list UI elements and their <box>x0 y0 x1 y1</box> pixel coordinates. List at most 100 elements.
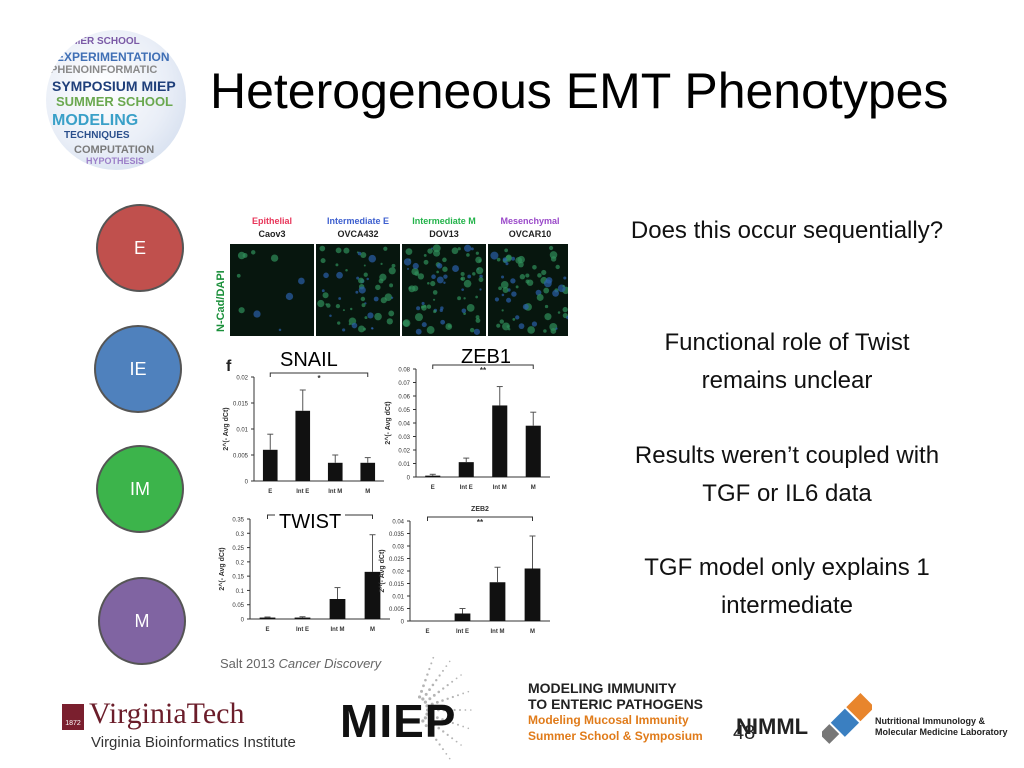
miep-dot <box>446 684 449 687</box>
microscopy-cell <box>496 257 501 262</box>
microscopy-cell <box>463 279 472 288</box>
microscopy-cell <box>512 317 516 321</box>
microscopy-cell <box>375 284 381 291</box>
microscopy-cell <box>511 256 516 261</box>
y-tick-label: 0.05 <box>398 408 410 414</box>
miep-dot <box>455 677 458 680</box>
microscopy-cell <box>320 258 326 264</box>
miep-dot <box>467 727 470 730</box>
microscopy-cell <box>427 248 433 254</box>
microscopy-cell <box>436 276 444 284</box>
x-tick-label: M <box>531 485 536 491</box>
microscopy-cell <box>342 328 346 332</box>
miep-dot <box>423 700 427 704</box>
bar <box>492 405 508 477</box>
miep-dot <box>426 708 430 712</box>
miep-dot <box>431 683 435 687</box>
microscopy-cell <box>544 313 552 321</box>
microscopy-cell <box>475 315 480 319</box>
globe-word: SUMMER SCHOOL <box>56 94 173 109</box>
bar <box>458 462 474 477</box>
microscopy-cell <box>475 251 479 255</box>
miep-dot <box>435 700 439 704</box>
microscopy-cell <box>321 289 325 293</box>
microscopy-cell <box>550 256 557 262</box>
microscopy-cell <box>355 290 359 294</box>
globe-word: TECHNIQUES <box>64 130 130 141</box>
miep-dot <box>446 733 449 736</box>
microscopy-cell <box>358 325 365 333</box>
microscopy-cell <box>543 329 547 333</box>
microscopy-cell <box>433 309 437 314</box>
y-tick-label: 0.015 <box>233 402 249 408</box>
microscopy-cell <box>515 256 523 264</box>
microscopy-cell <box>469 327 475 333</box>
twist-label: TWIST <box>275 511 346 534</box>
globe-word: MODELING <box>52 112 139 129</box>
miep-dots-icon <box>417 656 472 760</box>
microscopy-cell <box>461 288 465 292</box>
y-tick-label: 0.04 <box>398 422 410 428</box>
microscopy-cell <box>476 267 484 275</box>
x-tick-label: Int M <box>328 489 342 495</box>
microscopy-cell <box>502 257 507 262</box>
microscopy-cell <box>436 270 439 274</box>
microscopy-cell <box>423 259 429 265</box>
microscopy-cell <box>414 313 423 322</box>
x-tick-label: Int E <box>456 629 469 635</box>
microscopy-cell <box>457 247 461 251</box>
microscopy-cell <box>366 277 369 281</box>
miep-dot <box>435 679 438 682</box>
y-axis-label: 2^(- Avg dCt) <box>384 401 392 444</box>
miep-dot <box>430 702 434 706</box>
microscopy-cell <box>440 319 446 325</box>
microscopy-cell <box>478 277 484 283</box>
miep-dot <box>431 708 435 712</box>
y-tick-label: 0.025 <box>389 557 405 563</box>
microscopy-cell <box>432 290 438 295</box>
microscopy-cell <box>356 276 360 280</box>
y-tick-label: 0.2 <box>236 560 245 566</box>
microscopy-cell <box>421 301 425 306</box>
microscopy-cell <box>494 297 500 302</box>
microscopy-cell <box>443 274 448 279</box>
bar <box>360 462 376 481</box>
microscopy-cell <box>373 296 379 302</box>
miep-dot <box>460 674 462 676</box>
y-tick-label: 0 <box>245 480 249 486</box>
microscopy-cell <box>236 273 241 278</box>
microscopy-cell <box>421 305 427 311</box>
microscopy-cell <box>388 267 396 275</box>
y-tick-label: 0.005 <box>389 607 405 613</box>
microscopy-cell <box>518 323 525 330</box>
slide-title: Heterogeneous EMT Phenotypes <box>210 63 949 119</box>
microscopy-cell <box>370 327 374 330</box>
miep-dot <box>438 674 441 677</box>
microscopy-cell <box>505 255 512 262</box>
x-tick-label: E <box>268 489 272 495</box>
microscopy-cell <box>412 285 419 292</box>
microscopy-cell <box>537 273 542 278</box>
miep-dot <box>432 723 436 727</box>
miep-dot <box>459 709 461 711</box>
y-axis-label: 2^(- Avg dCt) <box>378 549 386 592</box>
microscopy-cell <box>405 248 413 255</box>
microscopy-cell <box>237 251 246 260</box>
zeb1-label: ZEB1 <box>461 346 512 368</box>
microscopy-cell <box>322 292 329 299</box>
significance-marker: * <box>317 374 321 383</box>
state-circle-ie: IE <box>94 325 182 413</box>
microscopy-cell <box>416 306 421 311</box>
microscopy-cell <box>336 271 343 279</box>
y-tick-label: 0.05 <box>232 603 244 609</box>
microscopy-cell <box>552 289 560 297</box>
x-tick-label: M <box>530 629 535 635</box>
y-axis-label: 2^(- Avg dCt) <box>218 547 226 590</box>
microscopy-column-name: Intermediate M <box>412 216 476 226</box>
miep-tagline: MODELING IMMUNITY TO ENTERIC PATHOGENS M… <box>528 680 704 743</box>
microscopy-cell <box>363 327 366 331</box>
bar <box>454 613 471 621</box>
significance-bracket <box>427 516 533 521</box>
miep-dot <box>441 699 444 702</box>
microscopy-cell <box>432 298 436 301</box>
